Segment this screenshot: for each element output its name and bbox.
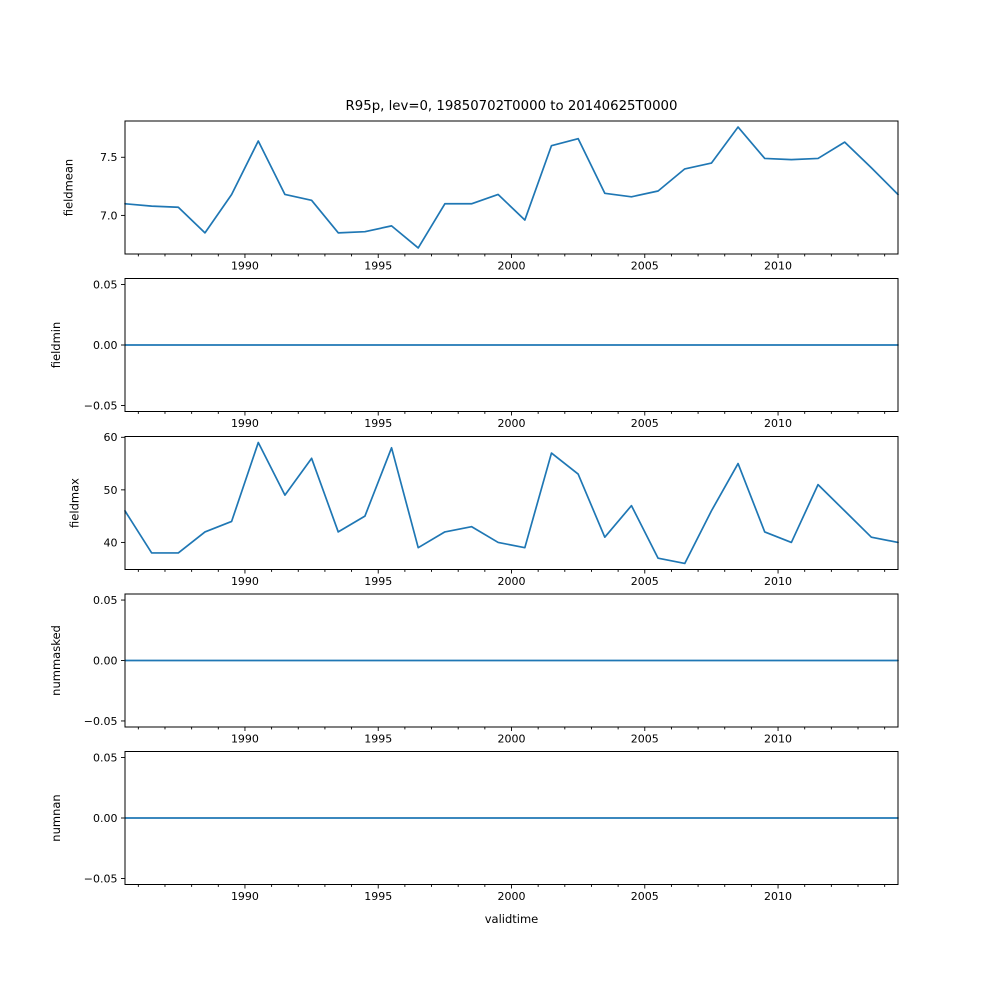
x-tick-label: 2010 (764, 733, 792, 746)
figure-title: R95p, lev=0, 19850702T0000 to 20140625T0… (345, 99, 678, 114)
y-tick-label: 7.5 (100, 151, 118, 164)
y-axis-label-fieldmin: fieldmin (49, 322, 63, 369)
x-tick-label: 1990 (231, 733, 259, 746)
x-tick-label: 2010 (764, 417, 792, 430)
y-tick-label: 60 (104, 431, 118, 444)
x-tick-label: 1995 (364, 733, 392, 746)
plot-frame-nummasked (124, 593, 899, 728)
x-tick-label: 2005 (631, 733, 659, 746)
y-tick-label: −0.05 (84, 399, 118, 412)
plot-frame-fieldmin (124, 278, 899, 412)
x-tick-label: 1990 (231, 890, 259, 903)
x-tick-label: 2010 (764, 575, 792, 588)
x-tick-label: 2000 (498, 417, 526, 430)
y-tick-label: 0.05 (93, 751, 118, 764)
x-tick-label: 2005 (631, 417, 659, 430)
y-axis-label-fieldmax: fieldmax (68, 478, 82, 528)
y-tick-label: 0.05 (93, 594, 118, 607)
x-tick-label: 2005 (631, 575, 659, 588)
x-tick-label: 2000 (498, 890, 526, 903)
series-line-fieldmax (124, 441, 899, 565)
y-axis-label-numnan: numnan (49, 794, 63, 841)
x-tick-label: 2000 (498, 575, 526, 588)
x-tick-label: 1990 (231, 260, 259, 273)
x-tick-label: 2000 (498, 733, 526, 746)
y-tick-label: 40 (104, 536, 118, 549)
y-tick-label: −0.05 (84, 872, 118, 885)
x-tick-label: 1995 (364, 575, 392, 588)
y-tick-label: 7.0 (100, 209, 118, 222)
y-tick-label: 0.00 (93, 812, 118, 825)
x-tick-label: 1995 (364, 417, 392, 430)
x-tick-label: 2005 (631, 890, 659, 903)
plot-frame-numnan (124, 751, 899, 885)
x-tick-label: 2010 (764, 260, 792, 273)
y-axis-label-nummasked: nummasked (49, 625, 63, 696)
y-tick-label: 0.05 (93, 278, 118, 291)
y-tick-label: −0.05 (84, 715, 118, 728)
y-tick-label: 0.00 (93, 339, 118, 352)
x-tick-label: 1995 (364, 260, 392, 273)
x-tick-label: 2010 (764, 890, 792, 903)
x-tick-label: 1990 (231, 417, 259, 430)
y-tick-label: 0.00 (93, 654, 118, 667)
series-line-fieldmean (124, 126, 899, 249)
plot-frame-fieldmean (124, 120, 899, 255)
y-axis-label-fieldmean: fieldmean (61, 159, 75, 216)
x-tick-label: 2000 (498, 260, 526, 273)
x-axis-label: validtime (484, 912, 539, 926)
plot-frame-fieldmax (124, 436, 899, 570)
y-tick-label: 50 (104, 484, 118, 497)
x-tick-label: 2005 (631, 260, 659, 273)
x-tick-label: 1995 (364, 890, 392, 903)
x-tick-label: 1990 (231, 575, 259, 588)
